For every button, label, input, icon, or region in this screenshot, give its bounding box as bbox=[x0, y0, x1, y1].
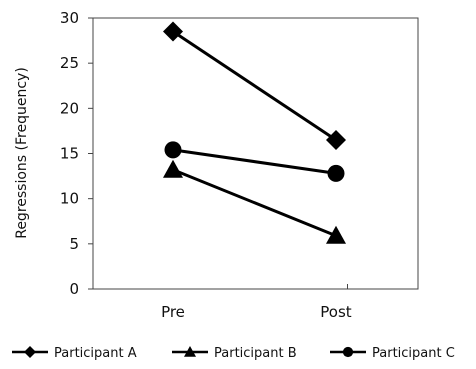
series-participant-b bbox=[163, 159, 346, 244]
plot-frame bbox=[92, 17, 419, 290]
data-point-circle bbox=[327, 164, 345, 182]
y-axis-title: Regressions (Frequency) bbox=[14, 67, 30, 239]
data-point-circle bbox=[342, 346, 354, 358]
y-tick-label: 0 bbox=[69, 280, 79, 298]
data-point-triangle bbox=[163, 159, 183, 178]
legend-label: Participant C bbox=[372, 346, 455, 361]
y-tick-label: 20 bbox=[60, 99, 79, 117]
series-line bbox=[172, 148, 337, 175]
legend-item: Participant C bbox=[330, 346, 455, 361]
y-tick-label: 5 bbox=[69, 235, 79, 253]
data-point-circle bbox=[164, 141, 182, 159]
y-tick-label: 30 bbox=[60, 9, 79, 27]
x-tick-label: Pre bbox=[161, 303, 185, 321]
series-line bbox=[172, 30, 337, 142]
y-tick-label: 25 bbox=[60, 54, 79, 72]
legend-item: Participant B bbox=[172, 346, 297, 361]
y-tick-label: 10 bbox=[60, 190, 79, 208]
legend-label: Participant B bbox=[214, 346, 297, 361]
x-axis: Pre Post bbox=[161, 284, 352, 321]
data-point-triangle bbox=[326, 225, 346, 244]
series-layer bbox=[163, 21, 346, 244]
series-line bbox=[172, 168, 337, 238]
series-participant-c bbox=[164, 141, 345, 182]
series-participant-a bbox=[163, 21, 346, 150]
data-point-triangle bbox=[184, 346, 196, 357]
data-point-diamond bbox=[24, 346, 36, 358]
y-axis: 0 5 10 15 20 25 30 bbox=[60, 9, 93, 298]
x-tick-label: Post bbox=[320, 303, 352, 321]
legend-label: Participant A bbox=[54, 346, 137, 361]
data-point-diamond bbox=[326, 129, 346, 150]
y-tick-label: 15 bbox=[60, 145, 79, 163]
data-point-diamond bbox=[163, 21, 183, 42]
legend-item: Participant A bbox=[12, 346, 137, 361]
legend: Participant A Participant B Participant C bbox=[12, 346, 455, 361]
